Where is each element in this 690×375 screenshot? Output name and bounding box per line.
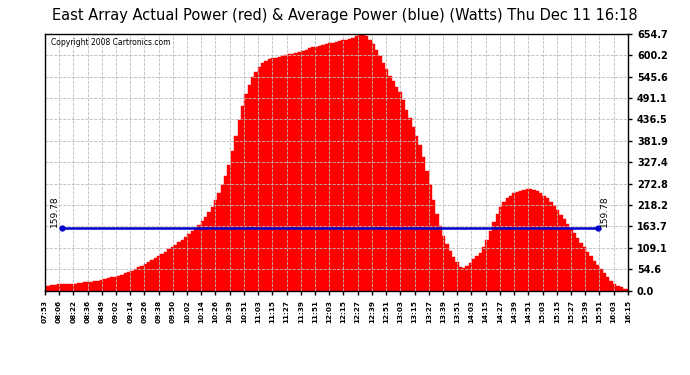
Text: Copyright 2008 Cartronics.com: Copyright 2008 Cartronics.com — [50, 38, 170, 46]
Text: East Array Actual Power (red) & Average Power (blue) (Watts) Thu Dec 11 16:18: East Array Actual Power (red) & Average … — [52, 8, 638, 23]
Text: 159.78: 159.78 — [50, 195, 59, 227]
Text: 159.78: 159.78 — [600, 195, 609, 227]
